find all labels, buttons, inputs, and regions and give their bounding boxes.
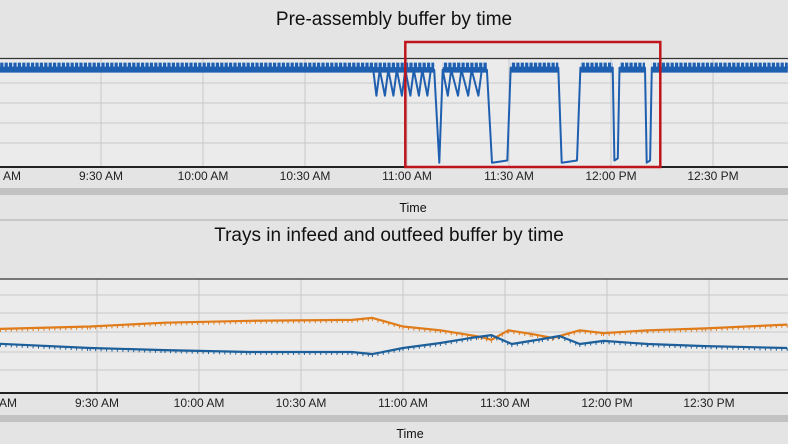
x-tick-label: 10:30 AM xyxy=(280,169,331,183)
x-tick-label: 11:30 AM xyxy=(484,169,534,183)
x-tick-label: 10:00 AM xyxy=(174,396,225,410)
x-axis-label: Time xyxy=(399,201,426,215)
series-layer xyxy=(0,316,788,358)
chart-title: Trays in infeed and outfeed buffer by ti… xyxy=(214,225,564,246)
x-tick-label: 9:00 AM xyxy=(0,169,21,183)
annotation-layer xyxy=(404,40,662,169)
x-tick-label: 12:30 PM xyxy=(683,396,734,410)
series-line-infeed-buffer xyxy=(0,316,788,341)
plot-area xyxy=(0,279,788,393)
x-tick-label: 12:00 PM xyxy=(585,169,636,183)
chart-trays-buffer: Trays in infeed and outfeed buffer by ti… xyxy=(0,225,788,441)
horizontal-scrollbar[interactable] xyxy=(0,415,788,422)
x-tick-label: 11:00 AM xyxy=(378,396,428,410)
x-tick-label: 12:30 PM xyxy=(687,169,738,183)
chart-pre-assembly-buffer: Pre-assembly buffer by time 9:00 AM 9:30 … xyxy=(0,9,788,215)
x-tick-label: 9:00 AM xyxy=(0,396,17,410)
x-tick-label: 12:00 PM xyxy=(581,396,632,410)
highlight-box xyxy=(404,40,662,169)
series-layer xyxy=(0,62,788,164)
x-tick-labels: 9:00 AM 9:30 AM 10:00 AM 10:30 AM 11:00 AM 11… xyxy=(0,396,735,410)
x-tick-label: 9:30 AM xyxy=(75,396,119,410)
x-tick-label: 9:30 AM xyxy=(79,169,123,183)
horizontal-scrollbar[interactable] xyxy=(0,188,788,195)
x-tick-label: 10:00 AM xyxy=(178,169,229,183)
gridlines xyxy=(0,59,788,167)
x-tick-labels: 9:00 AM 9:30 AM 10:00 AM 10:30 AM 11:00 AM 11… xyxy=(0,169,739,183)
x-axis-label: Time xyxy=(396,427,423,441)
plot-area xyxy=(0,59,788,167)
x-tick-label: 10:30 AM xyxy=(276,396,327,410)
series-line-pre-assembly-buffer xyxy=(0,66,788,164)
x-tick-label: 11:00 AM xyxy=(382,169,432,183)
x-tick-label: 11:30 AM xyxy=(480,396,530,410)
chart-title: Pre-assembly buffer by time xyxy=(276,9,512,30)
